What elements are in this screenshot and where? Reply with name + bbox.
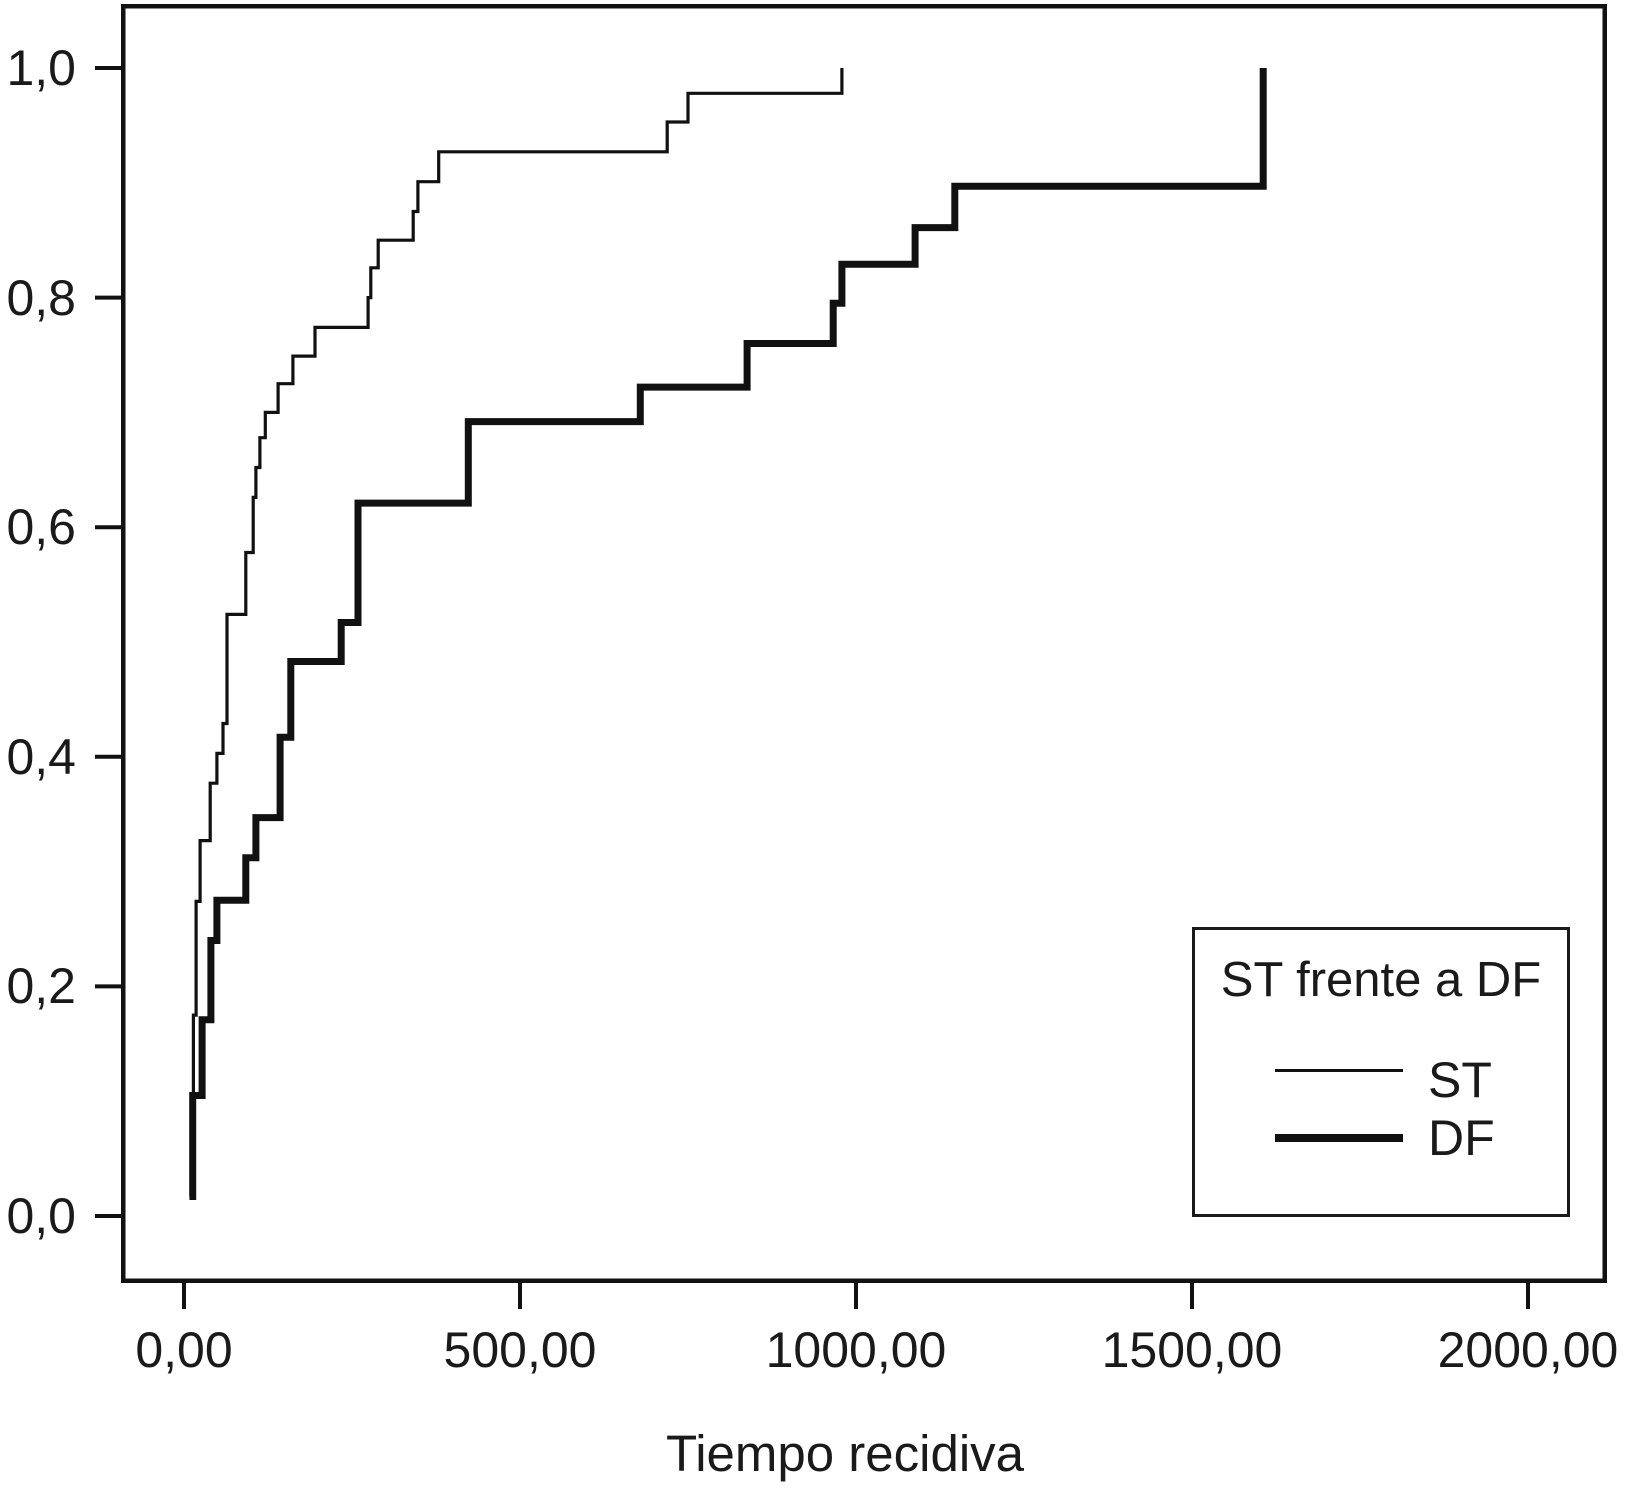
legend-line-sample-df (1275, 1134, 1403, 1142)
x-tick-label: 500,00 (443, 1322, 597, 1378)
y-tick-label: 0,2 (6, 958, 76, 1015)
y-tick-label: 0,0 (6, 1188, 76, 1244)
legend-box: ST frente a DF ST DF (1192, 927, 1570, 1217)
series-st-curve (191, 68, 844, 1197)
y-tick-label: 0,6 (6, 499, 76, 556)
x-tick-label: 1500,00 (1101, 1322, 1283, 1378)
legend-title: ST frente a DF (1220, 953, 1542, 1007)
y-tick-label: 1,0 (6, 40, 76, 96)
x-tick-label: 0,00 (135, 1322, 233, 1378)
x-tick-label: 2000,00 (1437, 1322, 1619, 1378)
legend-label-st: ST (1428, 1052, 1492, 1108)
y-tick-label: 0,8 (6, 269, 76, 326)
series-df-curve (189, 68, 1267, 1200)
plot-border (121, 4, 1607, 1283)
legend-line-sample-st (1275, 1069, 1403, 1072)
y-tick-label: 0,4 (6, 728, 76, 785)
x-axis-title: Tiempo recidiva (665, 1425, 1025, 1482)
legend-label-df: DF (1428, 1110, 1495, 1166)
x-tick-label: 1000,00 (765, 1322, 947, 1378)
